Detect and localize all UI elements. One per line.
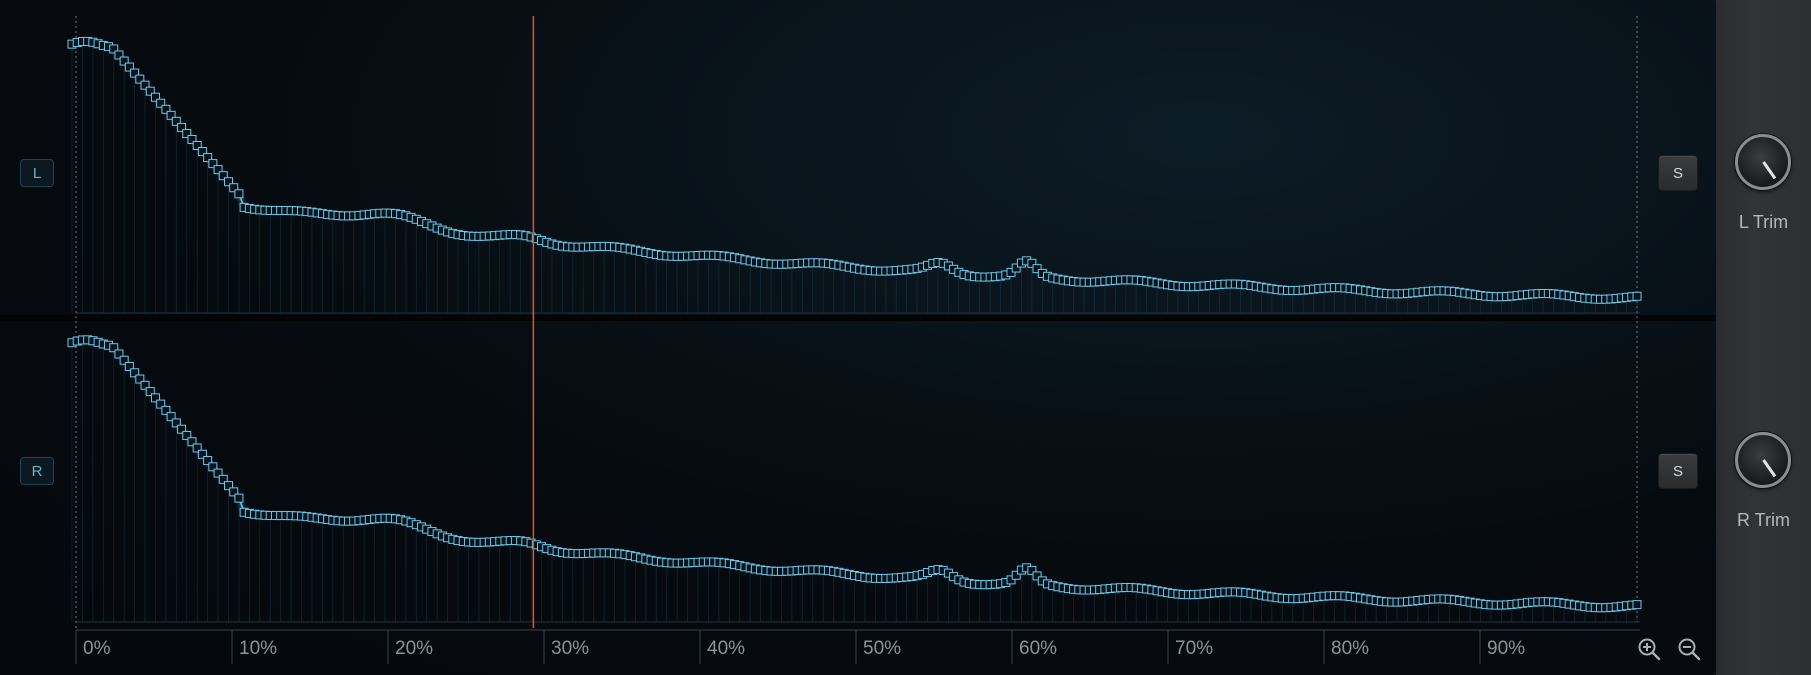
left-trim-knob[interactable] xyxy=(1735,134,1791,190)
envelope-node xyxy=(145,387,155,397)
zoom-in-icon[interactable] xyxy=(1636,636,1662,662)
envelope-node xyxy=(114,50,124,60)
envelope-node xyxy=(213,468,223,478)
axis-tick-label: 30% xyxy=(551,638,590,659)
envelope-node xyxy=(229,487,239,497)
envelope-node xyxy=(187,437,197,447)
axis-tick-label: 50% xyxy=(863,638,902,659)
envelope-node xyxy=(119,355,129,365)
envelope-node xyxy=(135,74,145,84)
envelope-node xyxy=(166,110,176,120)
envelope-node xyxy=(234,493,244,503)
left-envelope-curve xyxy=(67,36,1642,313)
axis-tick-label: 80% xyxy=(1331,638,1370,659)
axis-tick-label: 10% xyxy=(239,638,278,659)
axis-tick-label: 40% xyxy=(707,638,746,659)
envelope-node xyxy=(218,474,228,484)
envelope-node xyxy=(182,430,192,440)
envelope-node xyxy=(197,147,207,157)
axis-tick-label: 20% xyxy=(395,638,434,659)
envelope-node xyxy=(161,104,171,114)
envelope-node xyxy=(203,153,213,163)
envelope-node xyxy=(171,116,181,126)
envelope-node xyxy=(156,399,166,409)
envelope-node xyxy=(229,183,239,193)
right-trim-knob[interactable] xyxy=(1735,432,1791,488)
envelope-node xyxy=(166,412,176,422)
envelope-node xyxy=(187,134,197,144)
axis-tick-label: 0% xyxy=(83,638,111,659)
envelope-node xyxy=(124,62,134,72)
envelope-node xyxy=(1632,600,1642,610)
envelope-node xyxy=(1032,571,1042,581)
right-trim-label: R Trim xyxy=(1737,510,1790,530)
envelope-node xyxy=(177,122,187,132)
left-channel-button[interactable]: L xyxy=(20,159,54,187)
envelope-node xyxy=(203,456,213,466)
axis-tick-label: 90% xyxy=(1487,638,1526,659)
zoom-out-icon[interactable] xyxy=(1676,636,1702,662)
envelope-node xyxy=(130,68,140,78)
trim-panel: L Trim R Trim xyxy=(1716,0,1811,675)
left-trim-label: L Trim xyxy=(1738,212,1789,232)
envelope-node xyxy=(208,159,218,169)
time-axis-ticks xyxy=(75,630,1481,664)
envelope-node xyxy=(177,424,187,434)
envelope-node xyxy=(119,56,129,66)
envelope-node xyxy=(182,128,192,138)
envelope-node xyxy=(1006,575,1016,585)
envelope-node xyxy=(1027,258,1037,268)
envelope-node xyxy=(140,80,150,90)
envelope-node xyxy=(109,44,119,54)
envelope-node xyxy=(1011,570,1021,580)
right-envelope-curve xyxy=(67,335,1642,622)
envelope-node xyxy=(156,98,166,108)
right-channel-button[interactable]: R xyxy=(20,457,54,485)
envelope-line xyxy=(71,339,1638,609)
left-solo-button[interactable]: S xyxy=(1658,155,1698,191)
envelope-node xyxy=(130,368,140,378)
envelope-node xyxy=(213,165,223,175)
envelope-line xyxy=(71,40,1638,301)
envelope-node xyxy=(150,393,160,403)
envelope-node xyxy=(140,380,150,390)
envelope-node xyxy=(1027,565,1037,575)
envelope-node xyxy=(150,92,160,102)
envelope-node xyxy=(1632,291,1642,301)
envelope-node xyxy=(114,349,124,359)
envelope-plots[interactable] xyxy=(0,0,1716,675)
axis-tick-label: 60% xyxy=(1019,638,1058,659)
envelope-node xyxy=(161,405,171,415)
envelope-node xyxy=(1011,263,1021,273)
impulse-response-editor: 0% 10% 20% 30% 40% 50% 60% 70% 80% 90% L R S S xyxy=(0,0,1716,675)
envelope-node xyxy=(197,449,207,459)
envelope-node xyxy=(135,374,145,384)
envelope-node xyxy=(208,462,218,472)
envelope-node xyxy=(1032,264,1042,274)
envelope-node xyxy=(218,171,228,181)
envelope-node xyxy=(192,141,202,151)
envelope-node xyxy=(109,343,119,353)
right-solo-button[interactable]: S xyxy=(1658,453,1698,489)
envelope-node xyxy=(171,418,181,428)
envelope-node xyxy=(124,362,134,372)
envelope-node xyxy=(192,443,202,453)
axis-tick-label: 70% xyxy=(1175,638,1214,659)
envelope-node xyxy=(234,189,244,199)
envelope-node xyxy=(224,177,233,187)
envelope-node xyxy=(145,86,155,96)
envelope-node xyxy=(224,481,233,491)
